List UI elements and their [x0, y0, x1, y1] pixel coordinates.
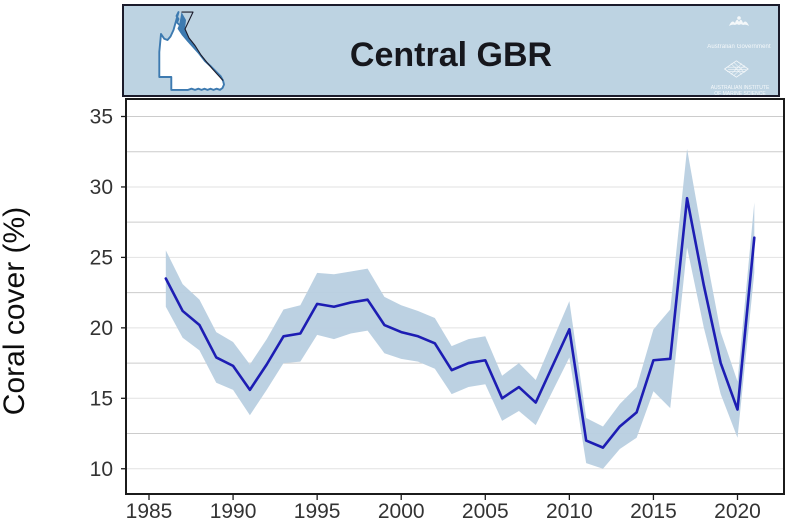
svg-text:2020: 2020 [714, 500, 761, 523]
svg-text:10: 10 [90, 458, 113, 481]
svg-text:2000: 2000 [378, 500, 425, 523]
svg-text:35: 35 [90, 106, 113, 129]
svg-text:25: 25 [90, 246, 113, 269]
svg-text:1995: 1995 [294, 500, 341, 523]
svg-text:1985: 1985 [126, 500, 173, 523]
svg-text:2005: 2005 [462, 500, 509, 523]
svg-text:15: 15 [90, 387, 113, 410]
svg-text:20: 20 [90, 317, 113, 340]
svg-text:2010: 2010 [546, 500, 593, 523]
svg-text:1990: 1990 [210, 500, 257, 523]
svg-text:30: 30 [90, 176, 113, 199]
svg-text:2015: 2015 [630, 500, 677, 523]
